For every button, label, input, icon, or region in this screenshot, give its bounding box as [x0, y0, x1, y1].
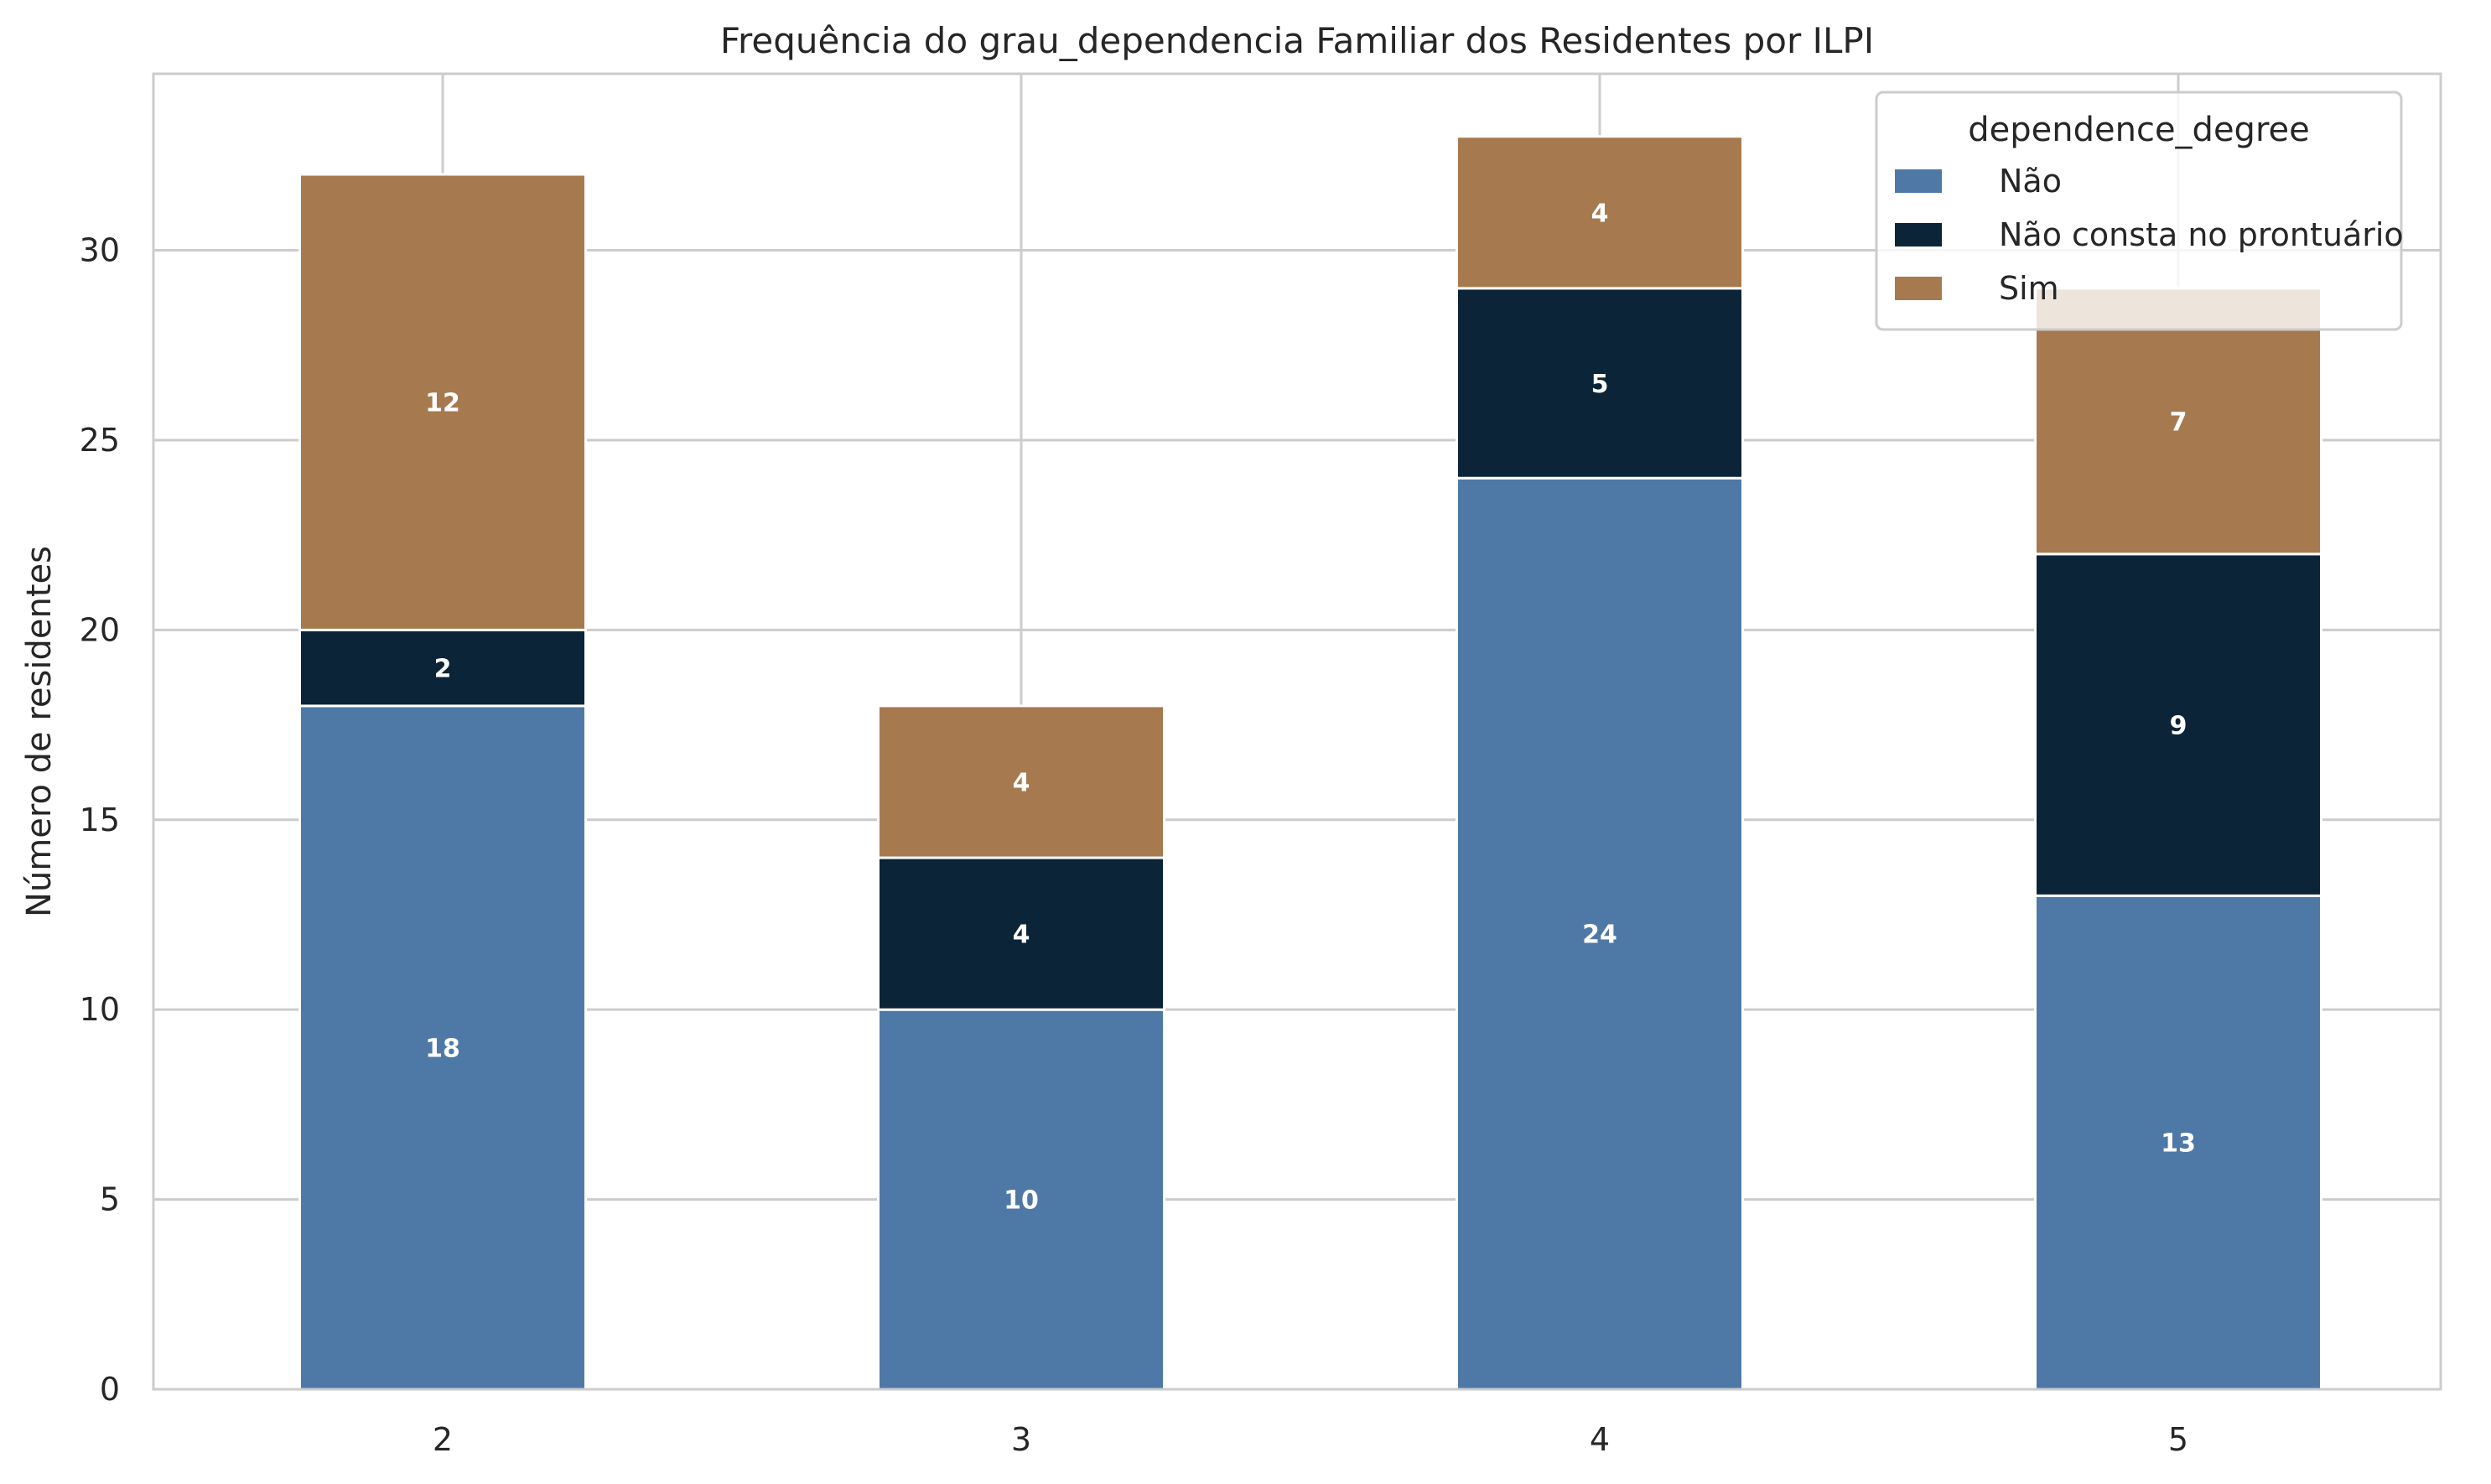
bar-value-label: 24	[1582, 921, 1617, 950]
bar-segment	[877, 856, 1165, 1011]
bar-value-label: 10	[1004, 1186, 1039, 1216]
x-tick-label: 4	[1590, 1421, 1610, 1458]
legend-title: dependence_degree	[1968, 111, 2309, 149]
legend-entry: Sim	[1999, 270, 2059, 307]
bar-value-label: 13	[2161, 1129, 2196, 1159]
bar-segment	[2034, 553, 2322, 897]
bar-value-label: 4	[1013, 921, 1030, 950]
bars	[298, 135, 2322, 1391]
bar-segment	[298, 704, 587, 1391]
bar-segment	[1456, 287, 1744, 480]
bar-value-label: 4	[1591, 199, 1609, 228]
legend-entry: Não	[1999, 163, 2062, 200]
chart-title: Frequência do grau_dependencia Familiar …	[720, 20, 1874, 61]
bar-segment	[877, 1008, 1165, 1391]
bar-segment	[298, 628, 587, 708]
bar-segment	[298, 173, 587, 631]
bar-segment	[1456, 476, 1744, 1391]
legend-swatch	[1895, 169, 1942, 193]
bar-segment	[1456, 135, 1744, 290]
y-tick-label: 10	[80, 991, 120, 1028]
x-axis-ticks: 2 3 4 5	[433, 1421, 2188, 1458]
y-tick-label: 15	[80, 802, 120, 838]
x-tick-label: 5	[2168, 1421, 2188, 1458]
legend-entry: Não consta no prontuário	[1999, 216, 2404, 253]
legend-swatch	[1895, 277, 1942, 300]
y-tick-label: 25	[80, 422, 120, 459]
bar-value-label: 5	[1591, 370, 1609, 399]
bar-value-label: 18	[425, 1034, 460, 1063]
legend: dependence_degree Não Não consta no prontu…	[1875, 91, 2404, 331]
y-tick-label: 30	[80, 232, 120, 269]
x-tick-label: 2	[433, 1421, 453, 1458]
bar-value-label: 9	[2170, 712, 2187, 741]
x-tick-label: 3	[1011, 1421, 1031, 1458]
bar-value-label: 4	[1013, 768, 1030, 797]
y-tick-label: 20	[80, 611, 120, 648]
bar-segment	[877, 704, 1165, 859]
legend-box	[1875, 91, 2403, 331]
bar-value-label: 2	[434, 655, 452, 684]
bar-value-label: 7	[2170, 407, 2187, 437]
bar-value-labels: 18 2 12 10 4 4 24 5 4 13 9 7	[425, 199, 2196, 1215]
y-tick-label: 5	[100, 1181, 120, 1218]
bar-value-label: 12	[425, 389, 460, 418]
legend-swatch	[1895, 223, 1942, 246]
y-axis-label: Número de residentes	[20, 546, 59, 917]
plot-frame	[152, 72, 2442, 1391]
y-tick-label: 0	[100, 1371, 120, 1408]
bar-segment	[2034, 894, 2322, 1391]
bar-segment	[2034, 287, 2322, 556]
y-axis-ticks: 0 5 10 15 20 25 30	[80, 232, 120, 1408]
